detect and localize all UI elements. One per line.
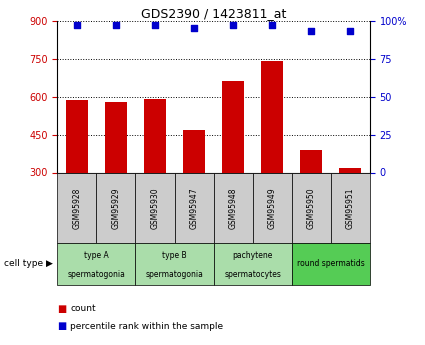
Bar bbox=[175, 172, 213, 243]
Bar bbox=[331, 172, 370, 243]
Bar bbox=[213, 172, 252, 243]
Text: percentile rank within the sample: percentile rank within the sample bbox=[70, 322, 223, 331]
Text: GSM95947: GSM95947 bbox=[190, 187, 198, 229]
Bar bbox=[292, 243, 370, 285]
Bar bbox=[105, 102, 127, 172]
Point bbox=[113, 22, 119, 28]
Text: GSM95930: GSM95930 bbox=[150, 187, 159, 229]
Text: round spermatids: round spermatids bbox=[297, 259, 365, 268]
Bar bbox=[222, 81, 244, 172]
Bar bbox=[183, 130, 205, 172]
Bar bbox=[292, 172, 331, 243]
Text: GSM95948: GSM95948 bbox=[229, 187, 238, 229]
Text: type A: type A bbox=[84, 251, 109, 260]
Text: GSM95929: GSM95929 bbox=[111, 187, 120, 229]
Bar bbox=[300, 150, 322, 172]
Text: cell type ▶: cell type ▶ bbox=[4, 259, 53, 268]
Text: ■: ■ bbox=[57, 304, 67, 314]
Bar bbox=[261, 61, 283, 172]
Bar bbox=[252, 172, 292, 243]
Bar bbox=[57, 172, 96, 243]
Text: GSM95950: GSM95950 bbox=[307, 187, 316, 229]
Bar bbox=[66, 100, 88, 172]
Text: spermatocytes: spermatocytes bbox=[224, 270, 281, 279]
Text: count: count bbox=[70, 304, 96, 313]
Point bbox=[74, 22, 80, 28]
Text: GSM95949: GSM95949 bbox=[268, 187, 277, 229]
Text: GSM95951: GSM95951 bbox=[346, 187, 355, 229]
Bar bbox=[136, 243, 213, 285]
Text: ■: ■ bbox=[57, 321, 67, 331]
Point bbox=[152, 22, 159, 28]
Point bbox=[191, 26, 198, 31]
Bar bbox=[213, 243, 292, 285]
Bar bbox=[136, 172, 175, 243]
Point bbox=[230, 22, 236, 28]
Text: GSM95928: GSM95928 bbox=[72, 187, 82, 228]
Point bbox=[269, 22, 275, 28]
Point bbox=[308, 29, 314, 34]
Bar bbox=[57, 243, 136, 285]
Text: pachytene: pachytene bbox=[232, 251, 273, 260]
Text: spermatogonia: spermatogonia bbox=[146, 270, 204, 279]
Bar bbox=[144, 99, 166, 172]
Title: GDS2390 / 1423811_at: GDS2390 / 1423811_at bbox=[141, 7, 286, 20]
Point bbox=[347, 29, 354, 34]
Text: type B: type B bbox=[162, 251, 187, 260]
Bar bbox=[96, 172, 136, 243]
Bar bbox=[340, 168, 361, 172]
Text: spermatogonia: spermatogonia bbox=[68, 270, 125, 279]
